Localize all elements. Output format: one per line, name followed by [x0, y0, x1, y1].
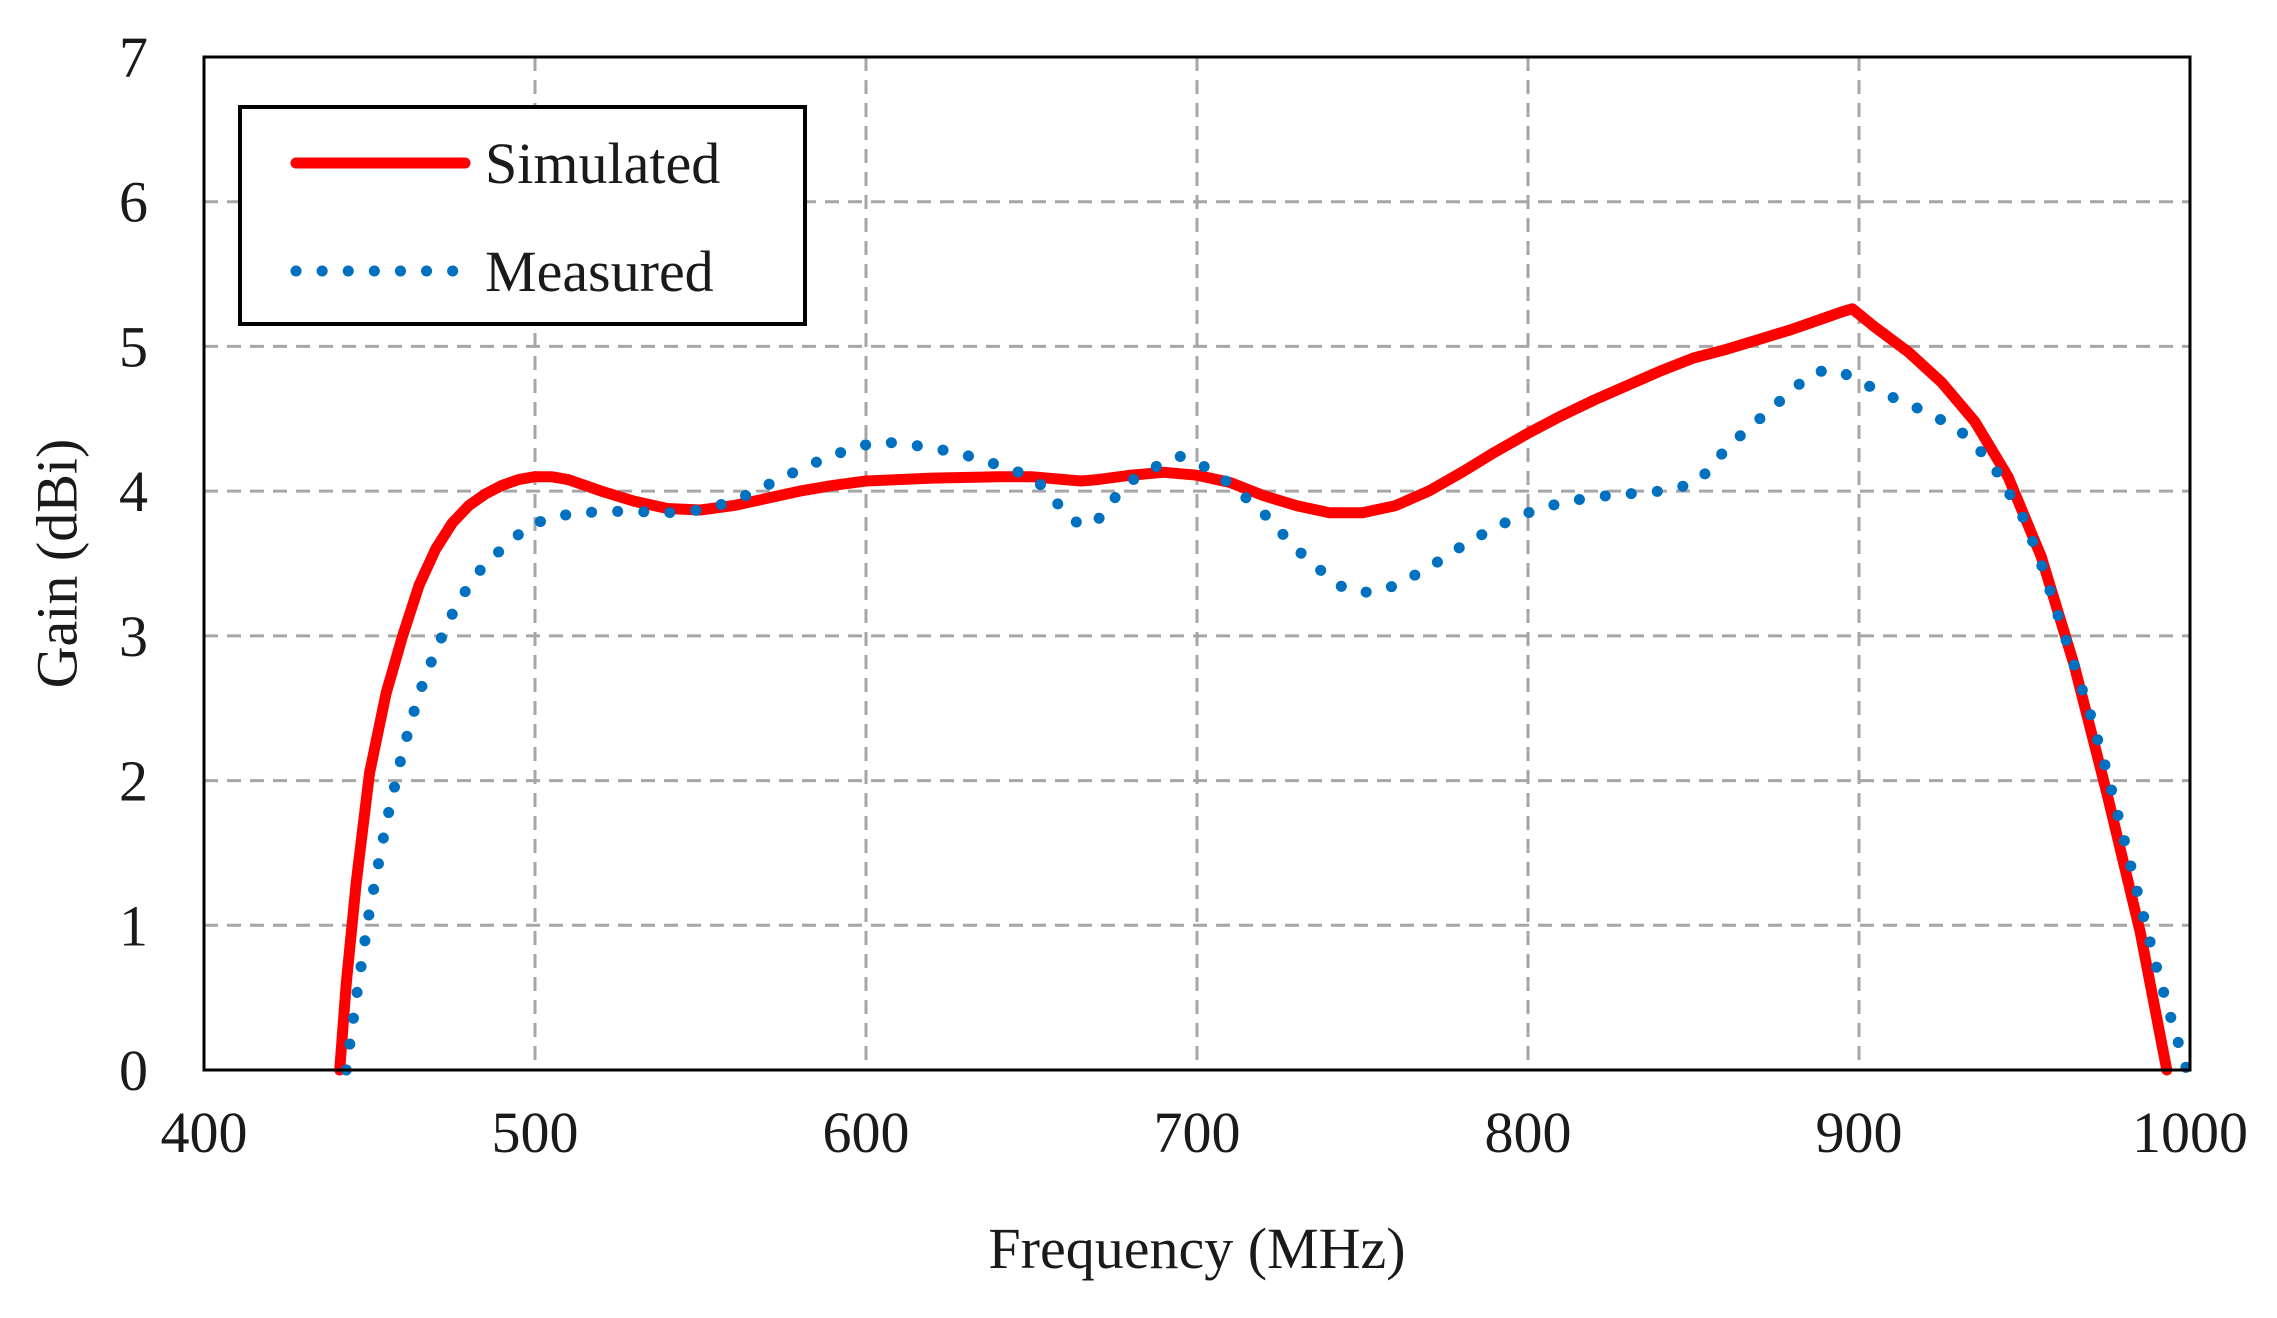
y-tick-label: 4	[119, 459, 148, 524]
y-tick-label: 6	[119, 170, 148, 235]
legend-box	[238, 105, 807, 326]
y-tick-label: 3	[119, 604, 148, 669]
x-tick-label: 900	[1816, 1100, 1903, 1165]
x-tick-label: 400	[161, 1100, 248, 1165]
legend-label-measured: Measured	[485, 239, 714, 304]
series-line-simulated	[334, 303, 2173, 1076]
series-line-measured	[340, 364, 2193, 1076]
y-tick-label: 0	[119, 1038, 148, 1103]
legend-label-simulated: Simulated	[485, 131, 720, 196]
x-tick-label: 500	[492, 1100, 579, 1165]
x-axis-title: Frequency (MHz)	[988, 1216, 1405, 1281]
legend: Simulated Measured	[238, 105, 807, 326]
series-layer	[334, 303, 2193, 1076]
tick-labels: 400 500 600 700 800 900 1000 0 1 2 3 4 5 6 7	[119, 25, 2248, 1165]
grid-lines	[204, 57, 2190, 1070]
x-tick-label: 1000	[2132, 1100, 2248, 1165]
x-tick-label: 600	[823, 1100, 910, 1165]
y-tick-label: 2	[119, 749, 148, 814]
x-tick-label: 700	[1154, 1100, 1241, 1165]
y-tick-label: 7	[119, 25, 148, 90]
x-tick-label: 800	[1485, 1100, 1572, 1165]
y-axis-title: Gain (dBi)	[24, 439, 89, 689]
plot-frame	[202, 55, 2192, 1072]
y-tick-label: 1	[119, 893, 148, 958]
y-tick-label: 5	[119, 314, 148, 379]
